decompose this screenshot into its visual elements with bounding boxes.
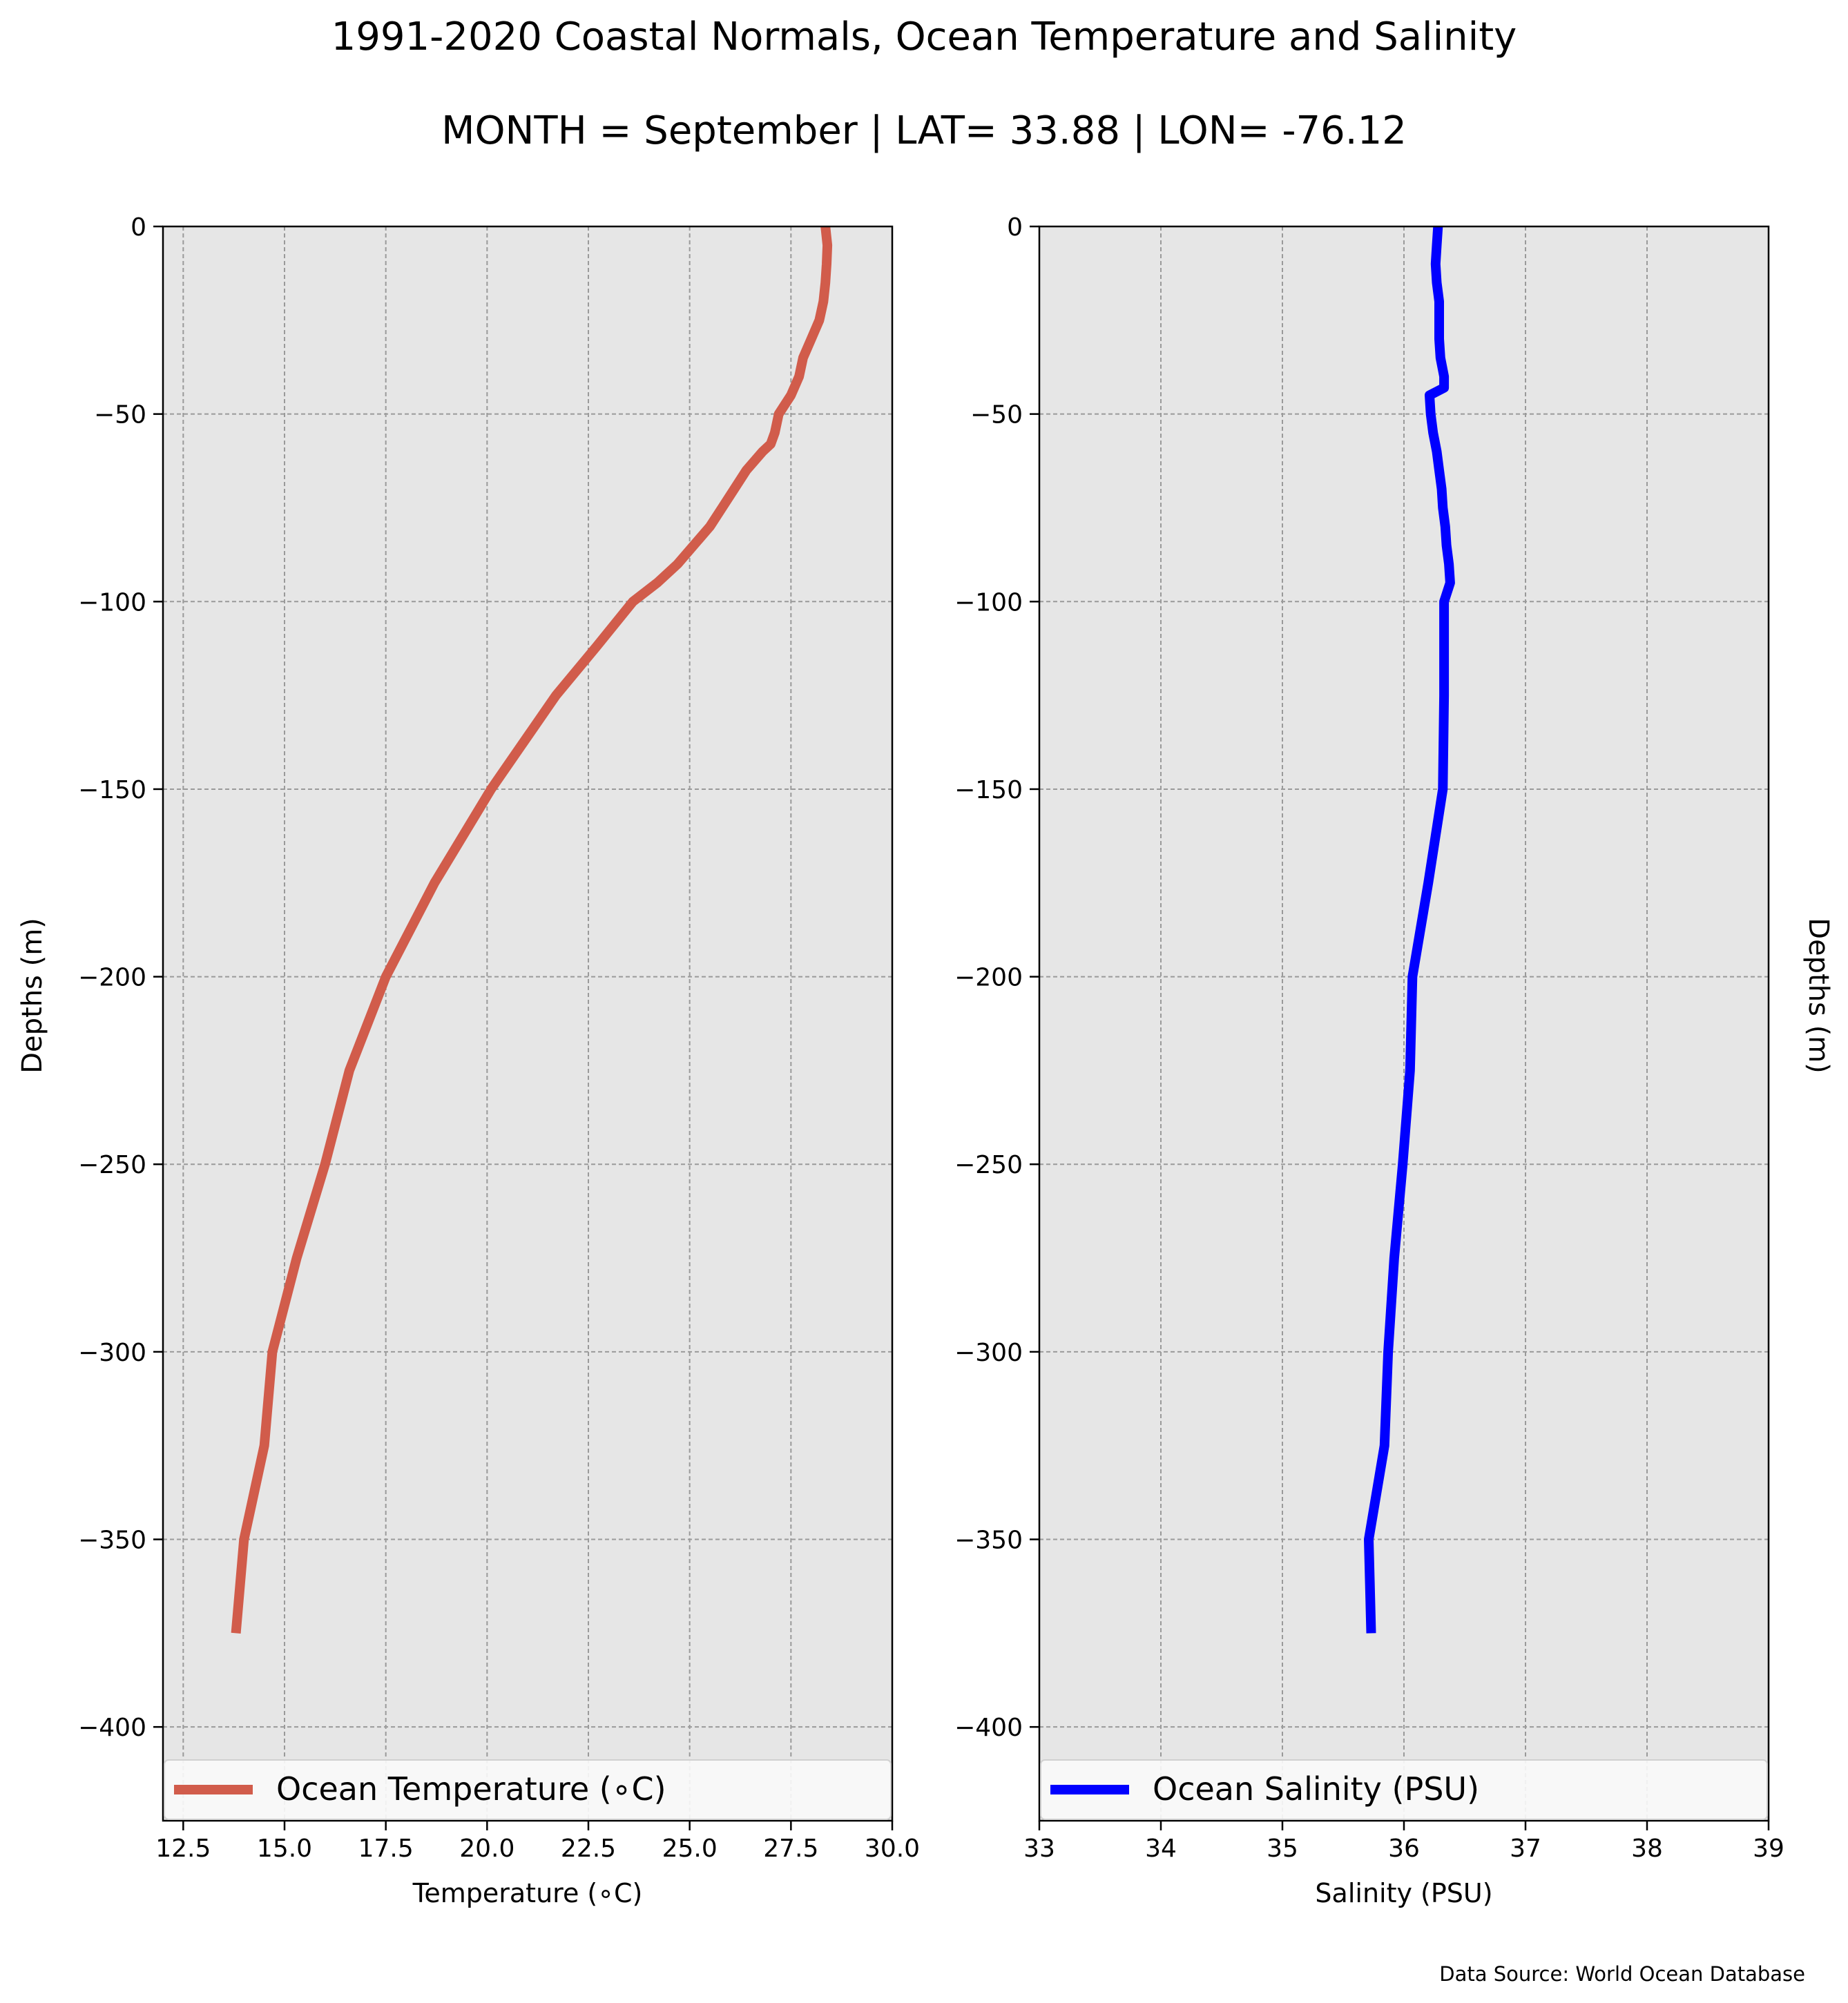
- salinity-x-tick-label: 37: [1510, 1835, 1541, 1863]
- temperature-y-tick-label: −300: [78, 1339, 146, 1367]
- salinity-x-tick-label: 39: [1753, 1835, 1784, 1863]
- temperature-x-tick-label: 30.0: [865, 1835, 920, 1863]
- temperature-legend: Ocean Temperature (∘C): [164, 1759, 892, 1820]
- salinity-x-tick-label: 36: [1388, 1835, 1420, 1863]
- left-y-axis-label: Depths (m): [17, 918, 48, 1074]
- temperature-legend-label: Ocean Temperature (∘C): [276, 1770, 666, 1808]
- salinity-y-tick-label: −150: [954, 776, 1023, 804]
- temperature-series-line: [231, 226, 833, 1634]
- temperature-x-tick-label: 20.0: [459, 1835, 514, 1863]
- salinity-legend-label: Ocean Salinity (PSU): [1153, 1770, 1479, 1808]
- temperature-y-tick-label: −200: [78, 964, 146, 992]
- temperature-x-tick-label: 25.0: [662, 1835, 718, 1863]
- salinity-x-tick-label: 33: [1023, 1835, 1055, 1863]
- salinity-y-tick-label: −100: [954, 588, 1023, 617]
- salinity-y-tick-label: −200: [954, 964, 1023, 992]
- temperature-x-axis-label: Temperature (∘C): [412, 1878, 643, 1908]
- salinity-y-tick-label: 0: [1007, 213, 1023, 242]
- temperature-y-tick-label: −50: [94, 401, 146, 429]
- temperature-y-tick-label: −400: [78, 1714, 146, 1742]
- salinity-y-tick-label: −50: [970, 401, 1023, 429]
- salinity-y-tick-label: −350: [954, 1527, 1023, 1555]
- right-y-axis-label: Depths (m): [1802, 918, 1834, 1074]
- temperature-plot-area: [163, 226, 892, 1821]
- salinity-x-axis-label: Salinity (PSU): [1315, 1878, 1492, 1908]
- data-source-note: Data Source: World Ocean Database: [1439, 1962, 1805, 1986]
- salinity-x-tick-label: 38: [1631, 1835, 1663, 1863]
- salinity-panel: 33 34 35 36 37 38 39 0 −50 −100 −150 −200 −250 −300 −3…: [954, 213, 1784, 1908]
- salinity-legend: Ocean Salinity (PSU): [1040, 1759, 1768, 1820]
- salinity-x-tick-label: 35: [1267, 1835, 1298, 1863]
- chart-subtitle: MONTH = September | LAT= 33.88 | LON= -7…: [441, 108, 1407, 153]
- salinity-y-tick-label: −300: [954, 1339, 1023, 1367]
- temperature-x-tick-label: 22.5: [561, 1835, 616, 1863]
- temperature-y-tick-label: 0: [131, 213, 146, 242]
- salinity-y-tick-label: −400: [954, 1714, 1023, 1742]
- temperature-x-tick-label: 17.5: [358, 1835, 414, 1863]
- salinity-series-line: [1364, 226, 1455, 1634]
- temperature-y-tick-label: −350: [78, 1527, 146, 1555]
- temperature-x-tick-label: 12.5: [155, 1835, 211, 1863]
- chart-title: 1991-2020 Coastal Normals, Ocean Tempera…: [331, 14, 1517, 59]
- temperature-x-tick-label: 27.5: [763, 1835, 818, 1863]
- temperature-axes-frame: [162, 225, 894, 1822]
- temperature-y-tick-label: −150: [78, 776, 146, 804]
- temperature-panel: 12.5 15.0 17.5 20.0 22.5 25.0 27.5 30.0 0 −50 −100…: [78, 213, 920, 1908]
- temperature-x-tick-label: 15.0: [257, 1835, 312, 1863]
- temperature-y-tick-label: −250: [78, 1151, 146, 1179]
- temperature-legend-box: [164, 1759, 892, 1820]
- temperature-y-tick-label: −100: [78, 588, 146, 617]
- salinity-legend-box: [1040, 1759, 1768, 1820]
- salinity-x-tick-label: 34: [1145, 1835, 1177, 1863]
- salinity-y-tick-label: −250: [954, 1151, 1023, 1179]
